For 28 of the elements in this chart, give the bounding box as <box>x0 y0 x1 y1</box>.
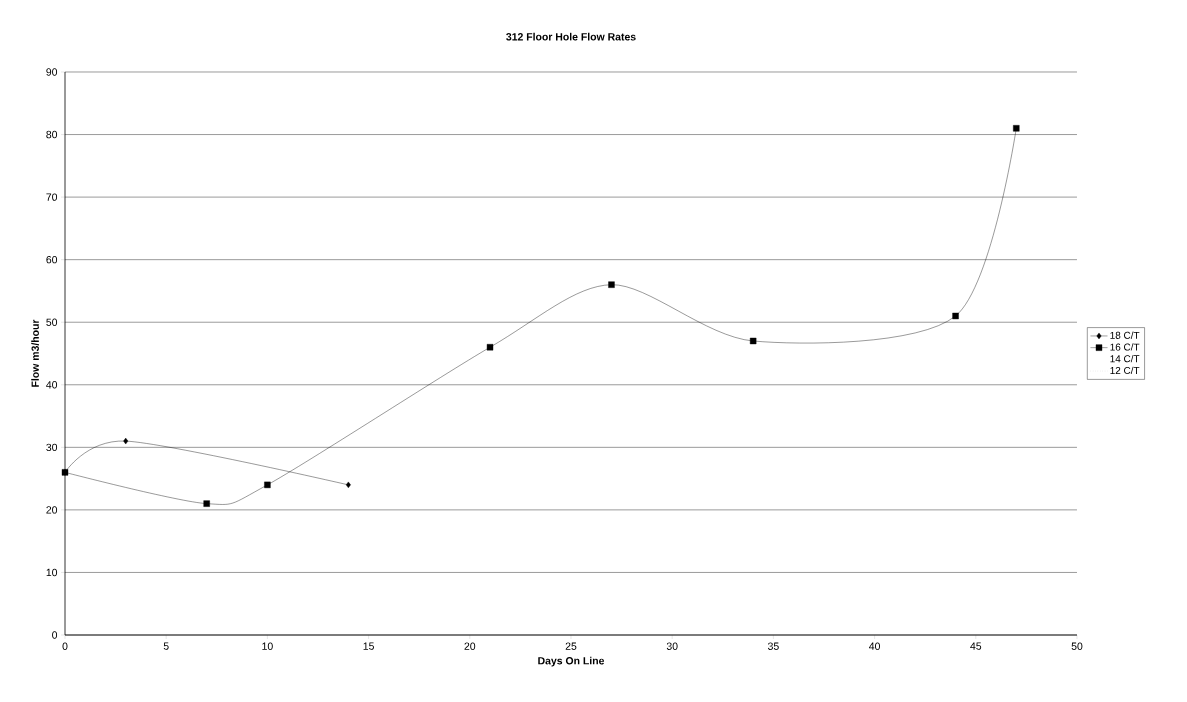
x-tick-label: 20 <box>464 642 476 650</box>
y-tick-label: 70 <box>46 193 58 201</box>
y-tick-label: 90 <box>46 68 58 76</box>
y-tick-label: 60 <box>46 255 58 264</box>
y-tick-label: 50 <box>46 318 58 326</box>
x-tick-label: 15 <box>363 642 374 650</box>
x-tick-label: 0 <box>62 642 68 650</box>
x-axis-title: Days On Line <box>538 656 605 667</box>
y-tick-label: 10 <box>46 568 58 577</box>
text: 14 C/T <box>1110 354 1140 363</box>
legend-label: 12 C/T <box>1110 366 1140 375</box>
x-tick-label: 30 <box>666 642 678 650</box>
x-tick-label: 10 <box>262 642 273 650</box>
legend-label: 16 C/T <box>1110 343 1140 351</box>
y-axis-title: Flow m3/hour <box>31 319 40 387</box>
y-tick-label: 20 <box>46 506 58 514</box>
y-tick-label: 0 <box>52 631 58 639</box>
x-tick-label: 40 <box>869 642 880 650</box>
y-tick-label: 40 <box>46 381 58 389</box>
y-tick-label: 30 <box>46 443 58 452</box>
legend-label: 18 C/T <box>1110 331 1140 339</box>
chart-title: 312 Floor Hole Flow Rates <box>506 32 636 41</box>
x-tick-label: 35 <box>767 642 779 650</box>
x-tick-label: 5 <box>163 642 169 650</box>
x-tick-label: 50 <box>1071 642 1083 650</box>
x-tick-label: 45 <box>970 642 982 650</box>
y-tick-label: 80 <box>46 130 58 139</box>
x-tick-label: 25 <box>565 642 577 650</box>
